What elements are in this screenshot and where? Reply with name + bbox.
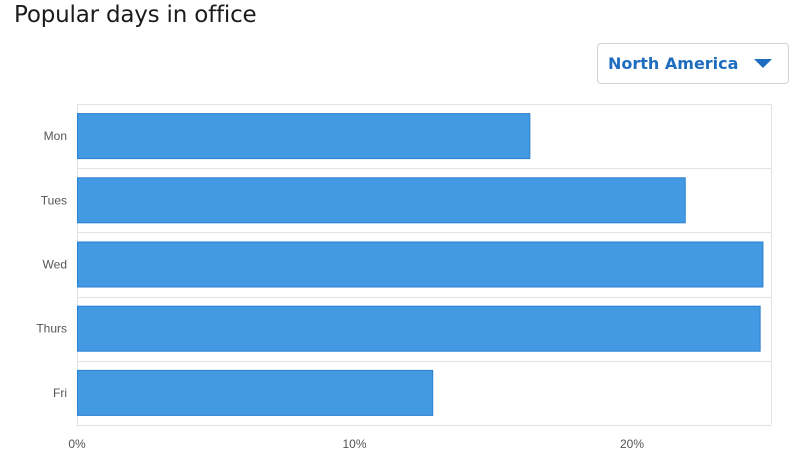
category-label-thurs: Thurs — [36, 322, 67, 336]
bar-wed — [77, 241, 764, 288]
chart-title: Popular days in office — [14, 2, 257, 28]
category-label-wed: Wed — [43, 258, 67, 272]
bar-layer — [77, 113, 764, 416]
category-label-tues: Tues — [41, 193, 67, 207]
chevron-down-icon — [754, 59, 772, 68]
x-tick-label: 10% — [342, 437, 366, 451]
category-label-fri: Fri — [53, 386, 67, 400]
region-dropdown[interactable]: North America — [597, 43, 789, 84]
region-dropdown-value: North America — [608, 54, 739, 73]
x-tick-label: 0% — [68, 437, 86, 451]
label-layer: Mon Tues Wed Thurs Fri 0% 10% 20% — [36, 129, 644, 451]
category-label-mon: Mon — [44, 129, 67, 143]
bar-tues — [77, 177, 686, 224]
bar-mon — [77, 113, 531, 160]
bar-fri — [77, 369, 434, 416]
bar-thurs — [77, 305, 761, 352]
x-tick-label: 20% — [620, 437, 644, 451]
grid-layer — [77, 104, 772, 426]
